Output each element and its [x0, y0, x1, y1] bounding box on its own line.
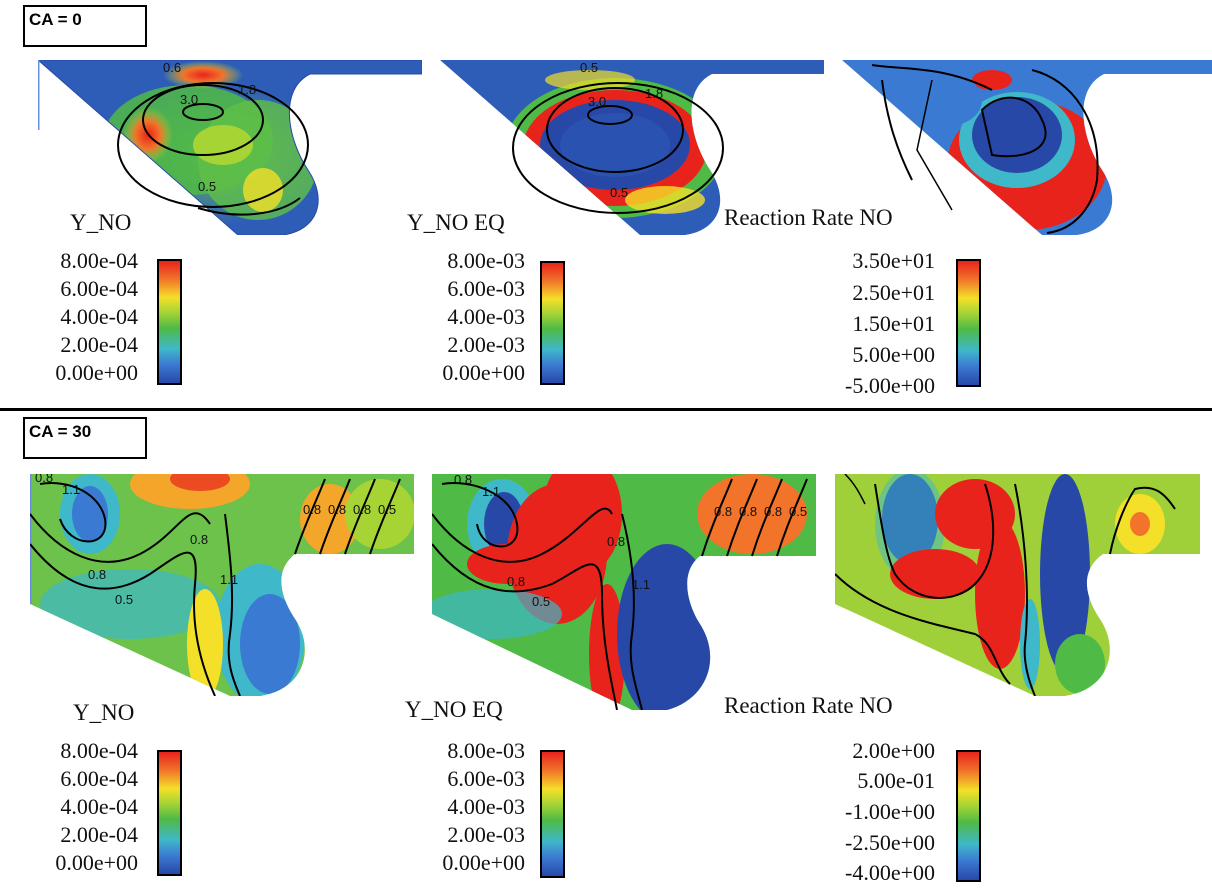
contour-label: 1.1 — [482, 484, 500, 499]
colorbar-tick: -5.00e+00 — [845, 373, 935, 398]
ca0-yno-eq-title: Y_NO EQ — [407, 210, 505, 235]
colorbar-tick: 6.00e-03 — [447, 276, 525, 301]
colorbar-tick: 4.00e-03 — [447, 794, 525, 819]
contour-label: 1.1 — [62, 482, 80, 497]
contour-label: 0.5 — [378, 502, 396, 517]
contour-label: 3.0 — [180, 92, 198, 107]
colorbar-tick: 5.00e+00 — [852, 342, 935, 367]
contour-label: 0.5 — [580, 60, 598, 75]
colorbar-tick: 2.50e+01 — [852, 280, 935, 305]
ca0-yno-field: 0.6 3.0 1.8 0.5 — [38, 60, 422, 235]
ca0-reaction-rate-title: Reaction Rate NO — [724, 205, 893, 230]
contour-label: 0.8 — [454, 474, 472, 487]
contour-label: 1.1 — [632, 577, 650, 592]
colorbar-tick: 4.00e-03 — [447, 304, 525, 329]
contour-label: 0.8 — [353, 502, 371, 517]
ca30-reaction-rate-colorbar-labels: 2.00e+00 5.00e-01 -1.00e+00 -2.50e+00 -4… — [815, 740, 935, 892]
colorbar-tick: 0.00e+00 — [442, 850, 525, 875]
colorbar-tick: 8.00e-03 — [447, 248, 525, 273]
ca30-yno-eq-field: 0.8 1.1 0.8 0.8 0.5 1.1 0.8 0.8 0.8 0.5 — [432, 474, 816, 710]
colorbar-tick: 0.00e+00 — [442, 360, 525, 385]
colorbar-tick: 5.00e-01 — [857, 768, 935, 793]
contour-label: 0.5 — [789, 504, 807, 519]
contour-label: 3.0 — [588, 94, 606, 109]
ca0-reaction-rate-colorbar — [956, 259, 981, 387]
colorbar-tick: -4.00e+00 — [845, 860, 935, 885]
colorbar-tick: 4.00e-04 — [60, 304, 138, 329]
colorbar-tick: 3.50e+01 — [852, 248, 935, 273]
colorbar-tick: 8.00e-04 — [60, 248, 138, 273]
contour-label: 0.5 — [532, 594, 550, 609]
ca30-yno-eq-colorbar — [540, 750, 565, 878]
ca0-yno-title: Y_NO — [70, 210, 132, 235]
ca30-yno-colorbar-labels: 8.00e-04 6.00e-04 4.00e-04 2.00e-04 0.00… — [38, 740, 138, 880]
contour-label: 0.8 — [35, 474, 53, 485]
colorbar-tick: 2.00e+00 — [852, 738, 935, 763]
colorbar-tick: 0.00e+00 — [55, 360, 138, 385]
colorbar-tick: -1.00e+00 — [845, 799, 935, 824]
ca30-reaction-rate-colorbar — [956, 750, 981, 882]
ca0-yno-eq-colorbar — [540, 261, 565, 385]
ca30-yno-eq-colorbar-labels: 8.00e-03 6.00e-03 4.00e-03 2.00e-03 0.00… — [410, 740, 525, 880]
contour-label: 0.6 — [163, 60, 181, 75]
contour-label: 0.8 — [328, 502, 346, 517]
colorbar-tick: 4.00e-04 — [60, 794, 138, 819]
ca30-reaction-rate-field — [835, 474, 1200, 696]
contour-label: 0.8 — [190, 532, 208, 547]
contour-label: 1.8 — [645, 86, 663, 101]
colorbar-tick: 8.00e-03 — [447, 738, 525, 763]
colorbar-tick: 1.50e+01 — [852, 311, 935, 336]
colorbar-tick: 6.00e-03 — [447, 766, 525, 791]
ca30-yno-eq-title: Y_NO EQ — [405, 697, 503, 722]
contour-label: 1.8 — [238, 82, 256, 97]
row-divider — [0, 408, 1212, 411]
ca-30-label: CA = 30 — [23, 417, 147, 459]
ca0-yno-colorbar-labels: 8.00e-04 6.00e-04 4.00e-04 2.00e-04 0.00… — [38, 250, 138, 385]
colorbar-tick: 6.00e-04 — [60, 276, 138, 301]
colorbar-tick: 0.00e+00 — [55, 850, 138, 875]
ca30-reaction-rate-title: Reaction Rate NO — [724, 693, 893, 718]
colorbar-tick: 6.00e-04 — [60, 766, 138, 791]
contour-label: 0.8 — [764, 504, 782, 519]
contour-label: 0.8 — [88, 567, 106, 582]
ca0-yno-eq-colorbar-labels: 8.00e-03 6.00e-03 4.00e-03 2.00e-03 0.00… — [410, 250, 525, 385]
ca-0-label: CA = 0 — [23, 5, 147, 47]
colorbar-tick: 2.00e-04 — [60, 332, 138, 357]
colorbar-tick: 8.00e-04 — [60, 738, 138, 763]
colorbar-tick: 2.00e-03 — [447, 332, 525, 357]
ca30-yno-title: Y_NO — [73, 700, 135, 725]
ca30-yno-field: 0.8 1.1 0.8 0.8 0.5 1.1 0.8 0.8 0.8 0.5 — [30, 474, 414, 696]
contour-label: 0.8 — [303, 502, 321, 517]
colorbar-tick: 2.00e-04 — [60, 822, 138, 847]
colorbar-tick: -2.50e+00 — [845, 830, 935, 855]
contour-label: 0.8 — [739, 504, 757, 519]
contour-label: 0.5 — [198, 179, 216, 194]
contour-label: 0.8 — [714, 504, 732, 519]
ca0-reaction-rate-field — [842, 60, 1212, 235]
ca0-reaction-rate-colorbar-labels: 3.50e+01 2.50e+01 1.50e+01 5.00e+00 -5.0… — [815, 250, 935, 400]
contour-label: 0.8 — [507, 574, 525, 589]
contour-label: 0.5 — [115, 592, 133, 607]
contour-label: 0.5 — [610, 185, 628, 200]
colorbar-tick: 2.00e-03 — [447, 822, 525, 847]
ca0-yno-colorbar — [157, 259, 182, 385]
ca30-yno-colorbar — [157, 750, 182, 876]
contour-label: 0.8 — [607, 534, 625, 549]
contour-label: 1.1 — [220, 572, 238, 587]
ca0-yno-eq-field: 0.5 3.0 1.8 0.5 — [440, 60, 824, 235]
